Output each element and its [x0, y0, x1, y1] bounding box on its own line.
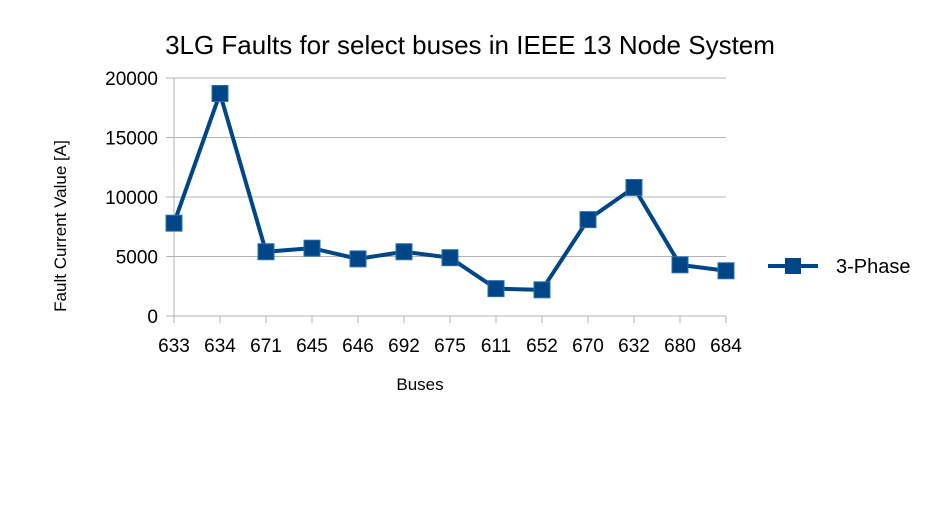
data-point: [717, 262, 735, 280]
data-point: [579, 211, 597, 229]
chart-title: 3LG Faults for select buses in IEEE 13 N…: [165, 30, 775, 60]
data-point: [671, 256, 689, 274]
data-point: [441, 249, 459, 267]
data-point: [533, 281, 551, 299]
x-tick-label: 633: [158, 336, 190, 357]
x-tick-labels: 633 634 671 645 646 692 675 611 652 670 632 680 684: [158, 336, 742, 357]
data-point: [257, 243, 275, 261]
y-tick-label: 15000: [105, 129, 158, 150]
y-axis-label: Fault Current Value [A]: [51, 140, 70, 312]
legend-marker: [785, 258, 801, 274]
x-axis-label: Buses: [396, 375, 443, 394]
y-tick-labels: 0 5000 10000 15000 20000: [105, 69, 158, 328]
x-tick-label: 652: [526, 336, 558, 357]
y-tick-label: 0: [147, 307, 158, 328]
series-group: [165, 84, 735, 299]
y-tick-label: 10000: [105, 188, 158, 209]
x-tick-label: 680: [664, 336, 696, 357]
data-point: [303, 239, 321, 257]
legend: 3-Phase: [768, 256, 911, 278]
data-point: [487, 280, 505, 298]
data-point: [395, 243, 413, 261]
x-tick-label: 632: [618, 336, 650, 357]
x-tick-label: 692: [388, 336, 420, 357]
x-tick-label: 675: [434, 336, 466, 357]
x-tick-label: 611: [481, 336, 511, 357]
y-tick-label: 5000: [116, 248, 158, 269]
x-tick-label: 646: [342, 336, 374, 357]
data-point: [211, 84, 229, 102]
y-tick-label: 20000: [105, 69, 158, 90]
data-point: [349, 250, 367, 268]
x-tick-label: 684: [710, 336, 742, 357]
data-point: [625, 178, 643, 196]
x-tick-label: 645: [296, 336, 328, 357]
axes: [173, 78, 727, 323]
x-tick-label: 671: [250, 336, 282, 357]
x-tick-label: 634: [204, 336, 236, 357]
x-tick-label: 670: [572, 336, 604, 357]
legend-label: 3-Phase: [836, 256, 911, 278]
data-point: [165, 214, 183, 232]
